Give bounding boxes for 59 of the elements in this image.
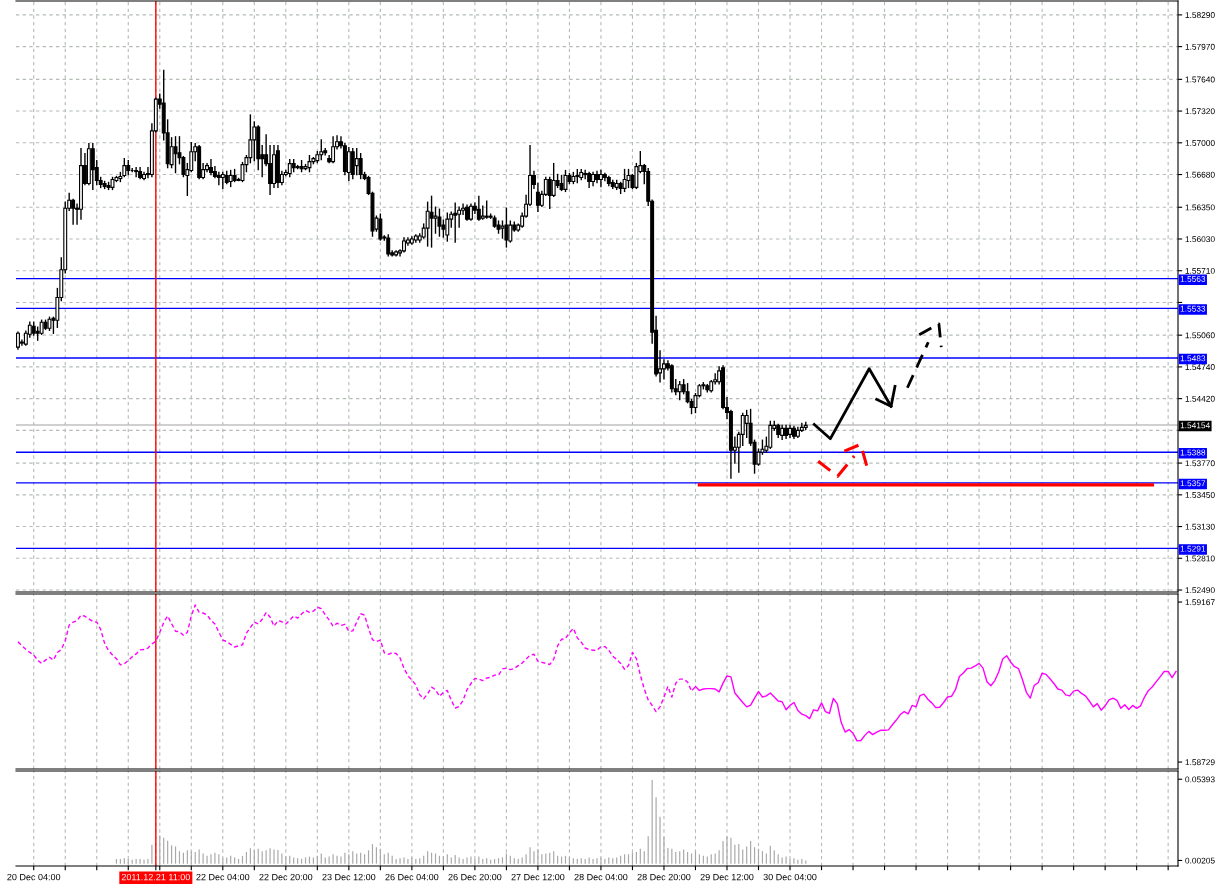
candlestick <box>504 207 509 248</box>
y-tick-label: 1.58729 <box>1185 759 1215 766</box>
candlestick <box>209 158 213 176</box>
candlestick <box>740 412 745 446</box>
x-tick-label: 2011.12.21 11:00 <box>121 873 190 881</box>
ref-line-label: 1.5563 <box>1180 276 1206 282</box>
x-tick-label: 28 Dec 04:00 <box>574 873 628 881</box>
candlestick <box>71 198 76 225</box>
ref-line-label: 1.5291 <box>1180 545 1206 552</box>
candlestick <box>583 169 588 180</box>
candlestick <box>622 168 627 193</box>
x-tick-label: 22 Dec 04:00 <box>196 873 250 881</box>
ref-line-label: 1.5388 <box>1180 449 1206 456</box>
y-tick-label: 1.59167 <box>1185 599 1215 606</box>
candlestick <box>173 136 178 174</box>
candlestick <box>437 208 442 237</box>
ref-line-label: 1.54154 <box>1180 422 1210 429</box>
ref-line-label: 1.5483 <box>1180 355 1206 362</box>
candlestick <box>669 364 674 393</box>
x-tick-label: 20 Dec 04:00 <box>7 873 61 881</box>
x-tick-label: 22 Dec 20:00 <box>259 873 313 881</box>
y-tick-label: 1.52490 <box>1185 587 1215 594</box>
y-tick-label: 1.56030 <box>1185 236 1215 243</box>
y-tick-label: 1.55710 <box>1185 267 1215 274</box>
y-tick-label: 1.56680 <box>1185 171 1215 178</box>
x-tick-label: 23 Dec 12:00 <box>322 873 376 881</box>
y-tick-label: 1.56350 <box>1185 204 1215 211</box>
candlestick <box>433 206 438 234</box>
y-tick-label: 1.54420 <box>1185 395 1215 402</box>
y-tick-label: 0.00205 <box>1185 857 1215 864</box>
x-tick-label: 27 Dec 12:00 <box>511 873 565 881</box>
y-tick-label: 1.53130 <box>1185 523 1215 530</box>
candlestick <box>346 147 351 182</box>
x-tick-label: 29 Dec 12:00 <box>700 873 754 881</box>
candlestick <box>354 148 359 176</box>
y-tick-label: 1.53770 <box>1185 460 1215 467</box>
x-tick-label: 28 Dec 20:00 <box>637 873 691 881</box>
y-tick-label: 1.53450 <box>1185 492 1215 498</box>
y-tick-label: 1.57640 <box>1185 76 1215 83</box>
candlestick <box>563 169 568 193</box>
ref-line-label: 1.5357 <box>1180 480 1206 487</box>
y-tick-label: 1.54740 <box>1185 364 1215 371</box>
y-tick-label: 1.57000 <box>1185 140 1215 146</box>
candlestick <box>551 162 556 198</box>
y-tick-label: 1.57320 <box>1185 108 1215 115</box>
y-tick-label: 0.05393 <box>1185 776 1215 783</box>
y-tick-label: 1.57970 <box>1185 43 1215 50</box>
x-tick-label: 30 Dec 04:00 <box>763 873 817 881</box>
ref-line-label: 1.5533 <box>1180 305 1206 312</box>
x-tick-label: 26 Dec 20:00 <box>448 873 502 881</box>
candlestick <box>429 195 434 248</box>
candlestick <box>634 162 639 190</box>
candlestick <box>453 202 458 243</box>
candlestick <box>350 148 355 180</box>
y-tick-label: 1.55060 <box>1185 332 1215 339</box>
candlestick <box>358 153 363 180</box>
y-tick-label: 1.58290 <box>1185 12 1215 18</box>
x-tick-label: 26 Dec 04:00 <box>385 873 439 881</box>
y-tick-label: 1.52810 <box>1185 555 1215 562</box>
